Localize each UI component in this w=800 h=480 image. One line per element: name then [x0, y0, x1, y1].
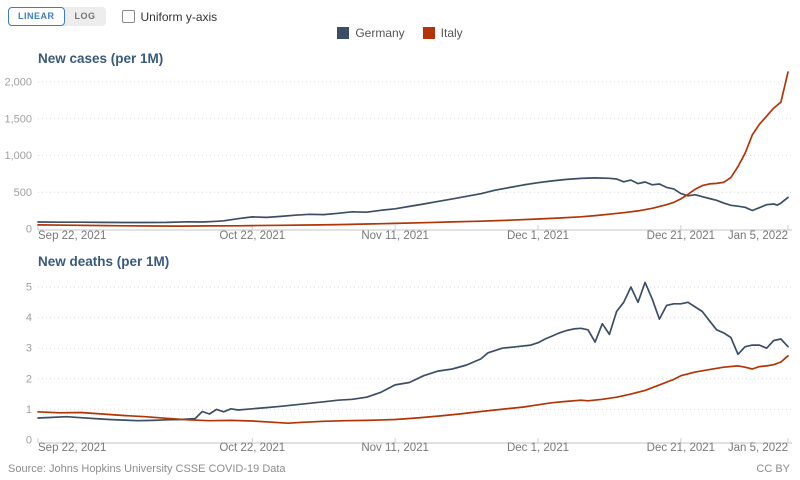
- chart-footer: Source: Johns Hopkins University CSSE CO…: [8, 463, 790, 475]
- legend-label-germany: Germany: [355, 26, 405, 40]
- italy-color-swatch: [422, 27, 435, 39]
- x-tick-label: Dec 21, 2021: [647, 442, 715, 454]
- germany-line: [37, 281, 789, 422]
- chart-controls: LINEAR LOG Uniform y-axis: [8, 7, 217, 26]
- y-tick-label: 1: [26, 404, 32, 416]
- scale-toggle: LINEAR LOG: [8, 7, 106, 26]
- x-tick-label: Jan 5, 2022: [728, 442, 788, 454]
- germany-color-swatch: [337, 27, 350, 39]
- source-text: Source: Johns Hopkins University CSSE CO…: [8, 463, 286, 475]
- y-tick-label: 4: [26, 312, 32, 324]
- y-tick-label: 0: [26, 435, 32, 447]
- uniform-y-axis-label: Uniform y-axis: [140, 9, 218, 24]
- y-tick-label: 500: [14, 187, 32, 199]
- italy-line: [37, 71, 789, 227]
- deaths-chart-title: New deaths (per 1M): [38, 254, 170, 269]
- x-tick-label: Dec 21, 2021: [647, 230, 715, 242]
- y-tick-label: 0: [26, 224, 32, 236]
- legend-item-italy[interactable]: Italy: [422, 26, 463, 40]
- y-tick-label: 1,000: [4, 150, 32, 162]
- x-tick-label: Dec 1, 2021: [507, 230, 569, 242]
- uniform-y-axis-control[interactable]: Uniform y-axis: [121, 9, 218, 24]
- x-tick-label: Oct 22, 2021: [219, 442, 285, 454]
- cases-chart: 0 500 1,000 1,500 2,000 Sep 22, 2021 Oct 22, 2…: [4, 71, 792, 242]
- y-tick-label: 2: [26, 373, 32, 385]
- germany-line: [37, 177, 789, 224]
- x-tick-label: Sep 22, 2021: [38, 442, 106, 454]
- x-tick-label: Oct 22, 2021: [219, 230, 285, 242]
- license-text: CC BY: [756, 463, 790, 475]
- x-tick-label: Nov 11, 2021: [361, 230, 429, 242]
- chart-legend: Germany Italy: [0, 26, 800, 40]
- log-scale-button[interactable]: LOG: [65, 7, 106, 26]
- x-tick-label: Dec 1, 2021: [507, 442, 569, 454]
- legend-item-germany[interactable]: Germany: [337, 26, 405, 40]
- italy-line: [37, 354, 789, 425]
- uniform-y-axis-checkbox[interactable]: [121, 10, 135, 23]
- x-tick-label: Nov 11, 2021: [361, 442, 429, 454]
- x-tick-label: Jan 5, 2022: [728, 230, 788, 242]
- cases-chart-title: New cases (per 1M): [38, 51, 164, 66]
- y-tick-label: 1,500: [4, 113, 32, 125]
- x-tick-label: Sep 22, 2021: [38, 230, 106, 242]
- deaths-chart: 0 1 2 3 4 5 Sep 22, 2021 Oct 22, 2021 Nov 11, 20…: [26, 281, 792, 454]
- y-tick-label: 5: [26, 282, 32, 294]
- legend-label-italy: Italy: [440, 26, 463, 40]
- linear-scale-button[interactable]: LINEAR: [8, 7, 65, 26]
- y-tick-label: 3: [26, 343, 32, 355]
- y-tick-label: 2,000: [4, 77, 32, 89]
